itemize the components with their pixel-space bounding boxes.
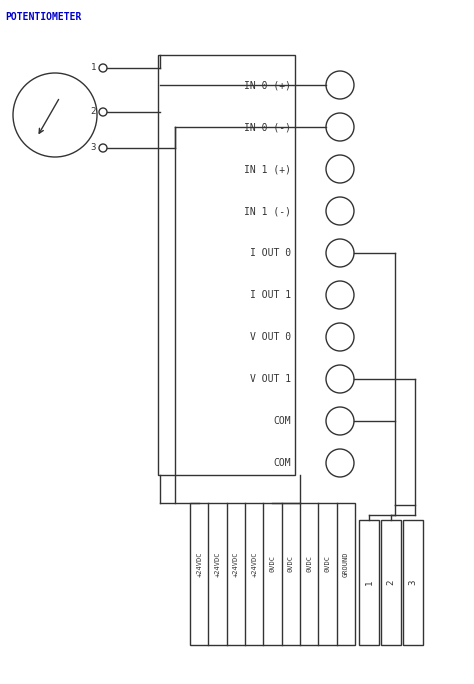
Text: 2: 2 — [386, 580, 395, 586]
Bar — [381, 520, 401, 645]
Text: 0VDC: 0VDC — [306, 555, 312, 573]
Text: 1: 1 — [91, 64, 96, 73]
Text: 0VDC: 0VDC — [288, 555, 294, 573]
Bar — [403, 520, 423, 645]
Text: POTENTIOMETER: POTENTIOMETER — [5, 12, 82, 22]
Text: 1: 1 — [365, 580, 374, 586]
Bar — [190, 503, 355, 645]
Text: IN 0 (+): IN 0 (+) — [244, 80, 291, 90]
Text: I OUT 0: I OUT 0 — [250, 248, 291, 258]
Text: 3: 3 — [409, 580, 418, 586]
Text: +24VDC: +24VDC — [196, 551, 202, 577]
Text: COM: COM — [273, 416, 291, 426]
Text: IN 0 (-): IN 0 (-) — [244, 122, 291, 132]
Text: V OUT 0: V OUT 0 — [250, 332, 291, 342]
Text: 2: 2 — [91, 107, 96, 116]
Text: COM: COM — [273, 458, 291, 468]
Bar — [359, 520, 379, 645]
Text: 0VDC: 0VDC — [270, 555, 275, 573]
Text: IN 1 (-): IN 1 (-) — [244, 206, 291, 216]
Text: V OUT 1: V OUT 1 — [250, 374, 291, 384]
Text: GROUND: GROUND — [343, 551, 349, 577]
Text: +24VDC: +24VDC — [251, 551, 257, 577]
Bar — [158, 55, 295, 475]
Text: 0VDC: 0VDC — [325, 555, 330, 573]
Text: +24VDC: +24VDC — [215, 551, 220, 577]
Text: +24VDC: +24VDC — [233, 551, 239, 577]
Text: I OUT 1: I OUT 1 — [250, 290, 291, 300]
Text: IN 1 (+): IN 1 (+) — [244, 164, 291, 174]
Text: 3: 3 — [91, 144, 96, 153]
